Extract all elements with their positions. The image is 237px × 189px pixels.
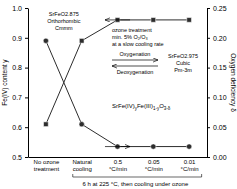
y2-axis: 0.00 0.05 0.10 0.15 0.20 0.25 <box>207 5 227 161</box>
tick-mark <box>207 8 210 9</box>
series-line <box>46 20 189 124</box>
tick: 0.15 <box>207 64 227 71</box>
marker <box>79 122 84 127</box>
marker <box>151 18 156 23</box>
category-label: No ozonetreatment <box>34 159 60 172</box>
structure-label: Orthorhombic <box>47 18 81 24</box>
tick: 0.00 <box>207 154 227 161</box>
tick: 0.25 <box>207 5 227 12</box>
tick: 0.9 <box>12 35 28 42</box>
flat-arrow <box>105 19 130 20</box>
deoxygenation-arrow <box>112 66 158 67</box>
tick-label: 0.15 <box>213 64 227 71</box>
tick-label: 0.8 <box>12 64 22 71</box>
tick-label: 0.10 <box>213 94 227 101</box>
axis-line <box>207 9 208 158</box>
formula-part: Fe(III) <box>137 103 153 109</box>
tick-mark <box>25 97 28 98</box>
structure-label: SrFeO2.975 <box>168 53 198 59</box>
y-axis: 0.5 0.6 0.7 0.8 0.9 1.0 <box>12 5 28 161</box>
marker <box>186 144 191 149</box>
annotation: Deoxygenation <box>117 69 154 75</box>
tick-mark <box>25 68 28 69</box>
tick: 0.8 <box>12 64 28 71</box>
tick: 0.5°C/min <box>109 159 127 172</box>
category-label: Naturalcooling <box>73 159 92 172</box>
tick: 0.10 <box>207 94 227 101</box>
category-label-line: 0.05 <box>148 159 160 165</box>
structure-label: Cubic <box>176 60 190 66</box>
tick-label: 1.0 <box>12 5 22 12</box>
tick: 0.05°C/min <box>145 159 163 172</box>
tick-label: 0.5 <box>12 154 22 161</box>
x-axis: No ozonetreatmentNaturalcooling0.5°C/min… <box>29 158 208 173</box>
formula-part: SrFe(IV) <box>112 103 135 109</box>
axis-line <box>28 9 29 158</box>
x-axis-title: 6 h at 225 °C, then cooling under ozone <box>82 181 188 187</box>
structure-label: SrFeO2.875 <box>49 11 79 17</box>
tick: 0.20 <box>207 35 227 42</box>
flat-arrow <box>105 146 130 147</box>
marker <box>187 18 192 23</box>
tick-mark <box>207 68 210 69</box>
category-label-line: No ozone <box>34 159 60 165</box>
formula-part: 3-δ <box>164 106 171 111</box>
tick: 1.0 <box>12 5 28 12</box>
category-label: 0.01°C/min <box>181 159 199 172</box>
tick: 0.7 <box>12 94 28 101</box>
formula: SrFe(IV)yFe(III)1-yO3-δ <box>112 103 171 111</box>
structure-label: Cmmm <box>55 25 73 31</box>
tick-label: 0.00 <box>213 154 227 161</box>
tick-label: 0.9 <box>12 35 22 42</box>
structure-label: Pm-3m <box>174 67 192 73</box>
tick-label: 0.25 <box>213 5 227 12</box>
tick-mark <box>25 127 28 128</box>
tick-mark <box>25 38 28 39</box>
tick-mark <box>207 38 210 39</box>
tick-label: 0.05 <box>213 124 227 131</box>
tick-label: 0.7 <box>12 94 22 101</box>
tick-mark <box>207 127 210 128</box>
chart-container: 0.50.60.70.80.91.00.000.050.100.150.200.… <box>0 0 237 189</box>
axis-line <box>29 157 208 158</box>
category-label-line: 0.5 <box>114 159 123 165</box>
category-label: 0.5°C/min <box>109 159 127 172</box>
y-axis-title: Fe(IV) content y <box>1 59 9 106</box>
category-label: 0.05°C/min <box>145 159 163 172</box>
annotation: min. 5% O₂/O₃ <box>112 34 148 40</box>
bracket <box>73 174 202 177</box>
annotation: ozone treatment <box>112 27 152 33</box>
marker <box>79 38 84 43</box>
category-label-line: treatment <box>34 166 60 172</box>
category-label-line: cooling <box>73 166 92 172</box>
tick-label: 0.20 <box>213 35 227 42</box>
marker <box>43 38 48 43</box>
tick: 0.6 <box>12 124 28 131</box>
tick-label: 0.6 <box>12 124 22 131</box>
data-layer <box>43 18 191 150</box>
category-label-line: °C/min <box>145 166 163 172</box>
category-label-line: °C/min <box>109 166 127 172</box>
annotations: ozone treatmentmin. 5% O₂/O₃at a slow co… <box>47 11 198 147</box>
tick: 0.01°C/min <box>181 159 199 172</box>
y2-axis-title: Oxygen deficiency δ <box>229 53 237 112</box>
tick-mark <box>25 8 28 9</box>
tick-mark <box>25 157 28 158</box>
annotation: at a slow cooling rate <box>112 41 164 47</box>
tick: No ozonetreatment <box>34 159 60 172</box>
chart-svg: 0.50.60.70.80.91.00.000.050.100.150.200.… <box>0 0 237 189</box>
tick: Naturalcooling <box>73 159 92 172</box>
tick: 0.05 <box>207 124 227 131</box>
annotation: Oxygenation <box>120 51 151 57</box>
category-label-line: Natural <box>73 159 92 165</box>
tick-mark <box>207 97 210 98</box>
tick: 0.5 <box>12 154 28 161</box>
category-label-line: °C/min <box>181 166 199 172</box>
category-label-line: 0.01 <box>184 159 196 165</box>
plot: 0.50.60.70.80.91.00.000.050.100.150.200.… <box>1 5 237 187</box>
marker <box>44 122 49 127</box>
marker <box>151 144 156 149</box>
oxygenation-arrow <box>112 60 158 61</box>
